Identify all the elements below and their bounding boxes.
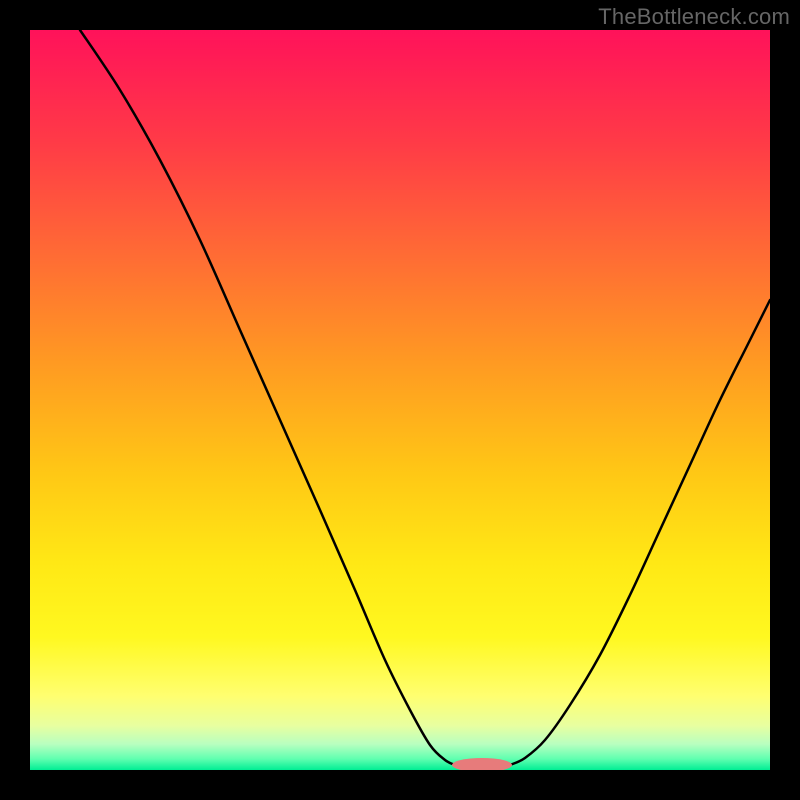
optimal-marker — [452, 758, 512, 772]
chart-container: TheBottleneck.com — [0, 0, 800, 800]
watermark-text: TheBottleneck.com — [598, 4, 790, 30]
gradient-background — [30, 30, 770, 770]
bottleneck-chart — [0, 0, 800, 800]
